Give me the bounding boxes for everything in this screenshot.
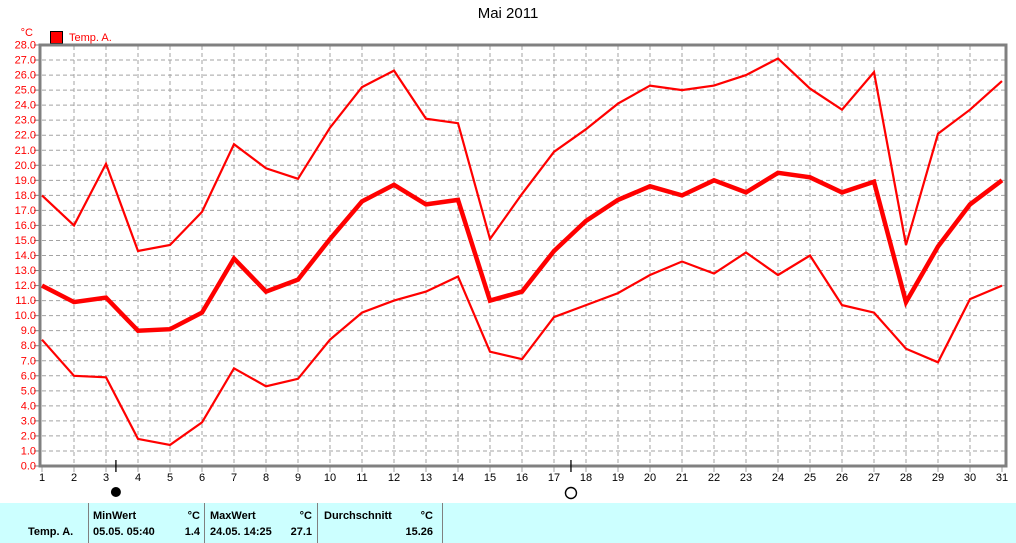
temperature-line-chart: 0.01.02.03.04.05.06.07.08.09.010.011.012… (15, 40, 1008, 500)
y-tick-label: 10.0 (15, 310, 36, 322)
x-tick-label: 5 (167, 472, 173, 484)
x-tick-label: 3 (103, 472, 109, 484)
series-line-avg (40, 170, 1004, 333)
maxwert-value: 27.1 (290, 526, 312, 538)
minwert-timestamp: 05.05. 05:40 (93, 526, 155, 538)
x-tick-label: 24 (772, 472, 784, 484)
y-tick-label: 0.0 (21, 461, 36, 473)
plot-border (38, 43, 1008, 468)
y-tick-label: 28.0 (15, 40, 36, 52)
y-tick-label: 11.0 (15, 295, 36, 307)
x-tick-label: 27 (868, 472, 880, 484)
y-tick-label: 21.0 (15, 145, 36, 157)
durchschnitt-header-cell: Durchschnitt °C (324, 510, 433, 522)
legend-label: Temp. A. (69, 31, 112, 44)
y-tick-label: 19.0 (15, 175, 36, 187)
x-tick-label: 10 (324, 472, 336, 484)
y-tick-label: 24.0 (15, 100, 36, 112)
x-tick-label: 11 (356, 472, 367, 484)
x-tick-label: 20 (644, 472, 656, 484)
minwert-unit: °C (187, 510, 200, 522)
legend: Temp. A. (50, 31, 112, 44)
y-tick-label: 12.0 (15, 280, 36, 292)
table-separator (442, 503, 443, 543)
maxwert-unit: °C (299, 510, 312, 522)
x-tick-label: 4 (135, 472, 141, 484)
maxwert-header: MaxWert (210, 510, 256, 522)
durchschnitt-value-cell: 15.26 (324, 526, 433, 538)
summary-table: Temp. A. MinWert °C 05.05. 05:40 1.4 Max… (0, 503, 1016, 543)
x-tick-label: 17 (548, 472, 560, 484)
x-tick-label: 6 (199, 472, 205, 484)
y-tick-label: 20.0 (15, 160, 36, 172)
durchschnitt-unit: °C (420, 510, 433, 522)
y-tick-label: 15.0 (15, 235, 36, 247)
y-tick-label: 18.0 (15, 190, 36, 202)
y-tick-label: 16.0 (15, 220, 36, 232)
x-tick-label: 9 (295, 472, 301, 484)
minwert-header: MinWert (93, 510, 137, 522)
maxwert-value-cell: 24.05. 14:25 27.1 (210, 526, 312, 538)
x-tick-label: 7 (231, 472, 237, 484)
y-tick-label: 2.0 (21, 430, 36, 442)
x-tick-label: 19 (612, 472, 624, 484)
y-tick-label: 13.0 (15, 265, 36, 277)
y-tick-label: 26.0 (15, 70, 36, 82)
x-tick-label: 26 (836, 472, 848, 484)
y-tick-label: 9.0 (21, 325, 36, 337)
x-tick-label: 15 (484, 472, 496, 484)
x-tick-label: 13 (420, 472, 432, 484)
table-separator (204, 503, 205, 543)
y-tick-label: 14.0 (15, 250, 36, 262)
x-tick-label: 14 (452, 472, 464, 484)
table-separator (88, 503, 89, 543)
minwert-value-cell: 05.05. 05:40 1.4 (93, 526, 200, 538)
y-tick-label: 25.0 (15, 85, 36, 97)
page-title: Mai 2011 (477, 5, 539, 22)
new-moon-icon (110, 487, 121, 497)
x-tick-label: 22 (708, 472, 720, 484)
full-moon-icon (564, 486, 578, 500)
y-tick-label: 27.0 (15, 55, 36, 67)
y-tick-label: 22.0 (15, 130, 36, 142)
x-tick-label: 28 (900, 472, 912, 484)
table-separator (317, 503, 318, 543)
x-tick-label: 25 (804, 472, 816, 484)
series-line-min (41, 251, 1003, 447)
x-tick-label: 1 (39, 472, 45, 484)
x-tick-label: 30 (964, 472, 976, 484)
series-line-max (41, 57, 1003, 253)
durchschnitt-header: Durchschnitt (324, 510, 392, 522)
y-tick-label: 8.0 (21, 340, 36, 352)
x-tick-label: 18 (580, 472, 592, 484)
x-tick-label: 16 (516, 472, 528, 484)
minwert-value: 1.4 (184, 526, 200, 538)
x-tick-label: 2 (71, 472, 77, 484)
y-axis-unit-label: °C (20, 27, 33, 39)
y-tick-label: 4.0 (21, 400, 36, 412)
y-tick-label: 3.0 (21, 415, 36, 427)
x-tick-label: 23 (740, 472, 752, 484)
y-tick-label: 5.0 (21, 385, 36, 397)
y-tick-label: 1.0 (21, 445, 36, 457)
y-tick-label: 17.0 (15, 205, 36, 217)
x-tick-label: 21 (676, 472, 688, 484)
x-tick-label: 8 (263, 472, 269, 484)
maxwert-timestamp: 24.05. 14:25 (210, 526, 272, 538)
table-row-label: Temp. A. (28, 526, 74, 538)
y-tick-label: 7.0 (21, 355, 36, 367)
x-tick-label: 12 (388, 472, 400, 484)
maxwert-header-cell: MaxWert °C (210, 510, 312, 522)
y-tick-label: 23.0 (15, 115, 36, 127)
durchschnitt-value: 15.26 (405, 526, 433, 538)
x-tick-label: 31 (996, 472, 1008, 484)
y-tick-label: 6.0 (21, 370, 36, 382)
x-tick-label: 29 (932, 472, 944, 484)
minwert-header-cell: MinWert °C (93, 510, 200, 522)
